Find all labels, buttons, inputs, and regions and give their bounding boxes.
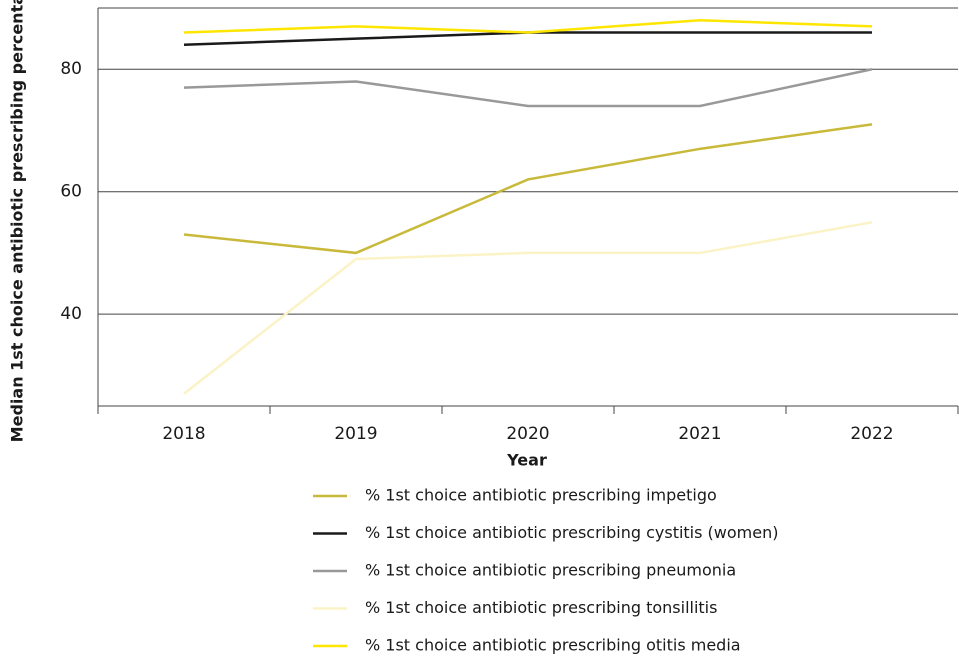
series-line xyxy=(183,68,873,108)
legend-label: % 1st choice antibiotic prescribing tons… xyxy=(365,598,717,617)
series-line xyxy=(183,31,872,46)
series-line xyxy=(183,18,873,34)
legend-label: % 1st choice antibiotic prescribing impe… xyxy=(365,486,717,505)
y-tick-label: 60 xyxy=(60,182,82,202)
legend-label: % 1st choice antibiotic prescribing cyst… xyxy=(365,523,778,542)
x-tick-label: 2021 xyxy=(678,424,721,444)
x-tick-label: 2018 xyxy=(162,424,205,444)
x-tick-label: 2019 xyxy=(334,424,377,444)
y-tick-label: 40 xyxy=(60,304,82,324)
series-line xyxy=(183,123,873,255)
y-tick-label: 80 xyxy=(60,59,82,79)
x-tick-label: 2022 xyxy=(850,424,893,444)
x-axis-label: Year xyxy=(506,451,547,470)
series-line xyxy=(183,221,873,395)
legend-label: % 1st choice antibiotic prescribing otit… xyxy=(365,636,741,655)
y-axis-label: Median 1st choice antibiotic prescribing… xyxy=(8,0,27,442)
legend-label: % 1st choice antibiotic prescribing pneu… xyxy=(365,561,736,580)
x-tick-label: 2020 xyxy=(506,424,549,444)
